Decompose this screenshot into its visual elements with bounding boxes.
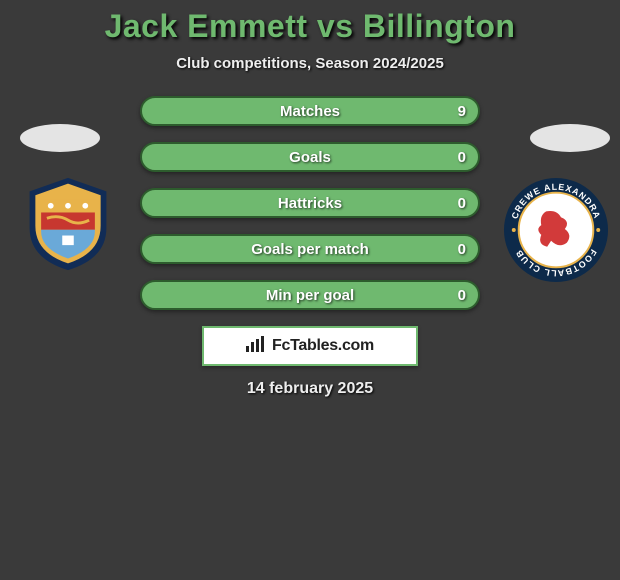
stat-value-right: 0 — [458, 236, 466, 262]
stat-bar-min-per-goal: Min per goal 0 — [140, 280, 480, 310]
stat-bar-matches: Matches 9 — [140, 96, 480, 126]
stat-label: Matches — [142, 98, 478, 124]
club-crest-right: CREWE ALEXANDRA FOOTBALL CLUB — [502, 176, 610, 284]
chart-icon — [246, 336, 266, 357]
stat-label: Goals — [142, 144, 478, 170]
stat-bar-goals: Goals 0 — [140, 142, 480, 172]
stats-bars: Matches 9 Goals 0 Hattricks 0 Goals per … — [140, 96, 480, 310]
subtitle: Club competitions, Season 2024/2025 — [0, 55, 620, 72]
club-crest-left — [20, 176, 116, 272]
player-avatar-left — [20, 124, 100, 152]
stat-label: Min per goal — [142, 282, 478, 308]
stat-value-right: 9 — [458, 98, 466, 124]
page-title: Jack Emmett vs Billington — [0, 8, 620, 45]
date-text: 14 february 2025 — [0, 380, 620, 398]
stat-label: Hattricks — [142, 190, 478, 216]
stat-bar-hattricks: Hattricks 0 — [140, 188, 480, 218]
stat-value-right: 0 — [458, 144, 466, 170]
stat-label: Goals per match — [142, 236, 478, 262]
player-avatar-right — [530, 124, 610, 152]
brand-text: FcTables.com — [272, 337, 374, 355]
brand-box: FcTables.com — [202, 326, 418, 366]
stat-value-right: 0 — [458, 190, 466, 216]
stat-bar-goals-per-match: Goals per match 0 — [140, 234, 480, 264]
stat-value-right: 0 — [458, 282, 466, 308]
